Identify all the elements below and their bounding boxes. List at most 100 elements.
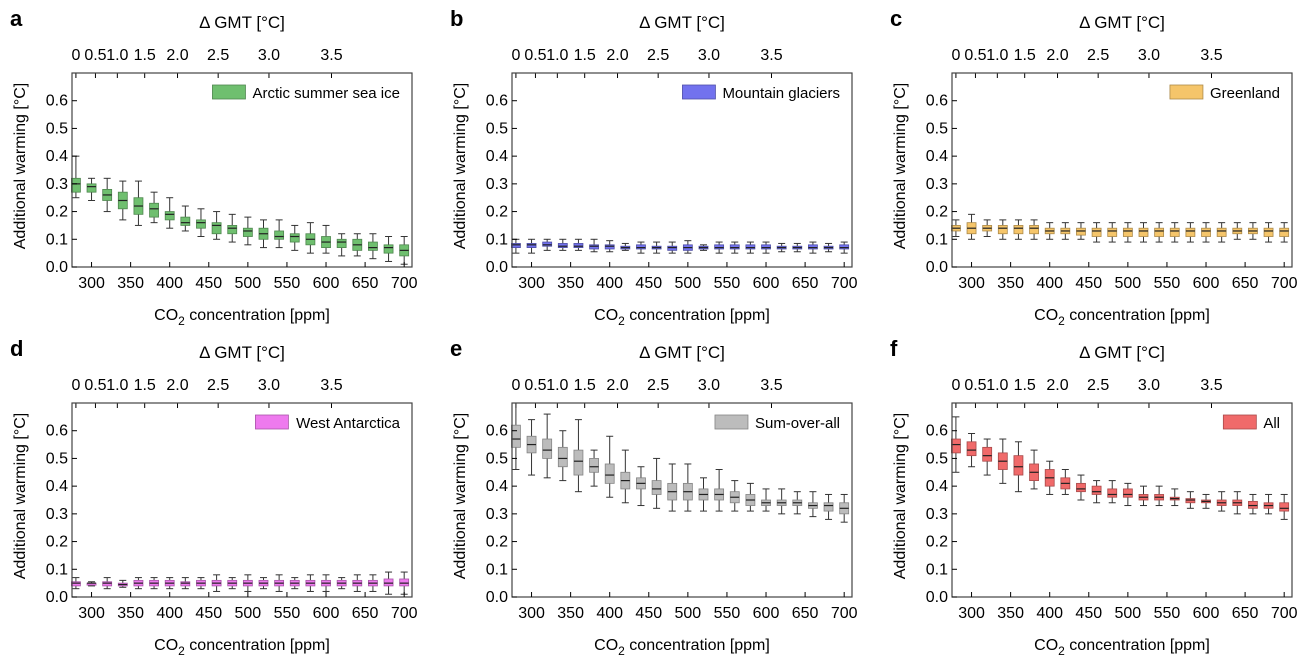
box-iqr <box>604 244 615 250</box>
plot-frame <box>951 72 1293 268</box>
x-axis-label: CO2 concentration [ppm] <box>1034 637 1210 658</box>
box-iqr <box>71 581 81 587</box>
box-300 <box>86 177 97 201</box>
x-tick-label: 500 <box>675 605 702 622</box>
box-iqr <box>573 243 584 248</box>
box-460 <box>651 241 662 254</box>
top-axis-title: Δ GMT [°C] <box>199 13 285 32</box>
box-iqr <box>1216 227 1227 237</box>
box-500 <box>1122 222 1133 243</box>
x-tick-label: 300 <box>958 275 985 292</box>
x-tick-label: 300 <box>518 275 545 292</box>
box-iqr <box>211 222 222 235</box>
box-600 <box>321 224 331 254</box>
x-tick-label: 500 <box>675 275 702 292</box>
y-tick-label: 0.6 <box>46 93 68 110</box>
box-540 <box>1154 222 1165 243</box>
box-560 <box>289 577 300 590</box>
box-iqr <box>102 581 113 587</box>
x-tick-label: 400 <box>156 605 183 622</box>
box-600 <box>1201 222 1211 243</box>
x-tick-label: 600 <box>313 605 340 622</box>
box-300 <box>86 581 97 587</box>
box-620 <box>336 577 347 590</box>
box-660 <box>368 574 378 592</box>
box-300 <box>966 432 977 468</box>
box-iqr <box>651 480 662 495</box>
top-tick-label: 2.0 <box>606 377 628 394</box>
box-iqr <box>383 244 394 254</box>
box-380 <box>1029 219 1039 240</box>
box-620 <box>336 233 347 257</box>
box-iqr <box>242 227 253 237</box>
box-iqr <box>227 225 238 235</box>
x-tick-label: 400 <box>596 605 623 622</box>
x-tick-label: 600 <box>313 275 340 292</box>
top-tick-label: 3.5 <box>1200 47 1222 64</box>
box-420 <box>1060 222 1071 240</box>
box-iqr <box>196 219 206 229</box>
x-tick-label: 550 <box>1154 275 1181 292</box>
y-axis-label: Additional warming [°C] <box>892 413 909 579</box>
box-560 <box>1169 488 1180 507</box>
legend: West Antarctica <box>255 414 401 432</box>
box-iqr <box>1279 502 1290 512</box>
top-tick-label: 2.5 <box>1087 377 1109 394</box>
top-tick-label: 1.5 <box>1014 47 1036 64</box>
box-iqr <box>1091 485 1102 495</box>
x-tick-label: 550 <box>274 605 301 622</box>
box-440 <box>196 577 206 590</box>
box-520 <box>1138 222 1149 243</box>
y-tick-label: 0.6 <box>486 423 508 440</box>
x-tick-label: 450 <box>195 605 222 622</box>
box-420 <box>180 205 191 232</box>
legend-swatch <box>1222 414 1257 430</box>
y-tick-label: 0.2 <box>46 204 68 221</box>
legend-swatch <box>714 414 749 430</box>
box-400 <box>164 577 175 590</box>
top-tick-label: 2.5 <box>207 377 229 394</box>
box-640 <box>352 233 363 257</box>
box-280 <box>511 402 521 471</box>
x-tick-label: 350 <box>117 605 144 622</box>
box-iqr <box>542 241 553 247</box>
box-640 <box>1232 491 1243 515</box>
box-600 <box>761 241 771 254</box>
box-580 <box>305 222 316 254</box>
box-660 <box>1248 493 1258 515</box>
top-tick-label: 0.5 <box>84 377 106 394</box>
legend-swatch <box>212 84 246 100</box>
y-tick-label: 0.2 <box>486 534 508 551</box>
top-tick-label: 1.5 <box>1014 377 1036 394</box>
x-tick-label: 650 <box>1232 275 1259 292</box>
x-tick-label: 700 <box>831 605 858 622</box>
box-320 <box>542 238 553 251</box>
box-iqr <box>399 578 410 587</box>
top-tick-label: 0.5 <box>84 47 106 64</box>
box-280 <box>951 416 961 473</box>
x-tick-label: 550 <box>274 275 301 292</box>
box-iqr <box>1107 488 1118 498</box>
x-tick-label: 450 <box>195 275 222 292</box>
box-620 <box>1216 222 1227 243</box>
panel-label: c <box>890 6 902 31</box>
top-tick-label: 2.0 <box>606 47 628 64</box>
box-iqr <box>1107 227 1118 237</box>
box-320 <box>102 177 113 213</box>
x-tick-label: 350 <box>557 275 584 292</box>
box-660 <box>368 233 378 260</box>
box-280 <box>951 219 961 238</box>
legend: Greenland <box>1169 84 1280 102</box>
box-iqr <box>511 424 521 448</box>
box-360 <box>1013 219 1024 240</box>
box-380 <box>589 449 599 487</box>
top-tick-label: 0 <box>511 377 520 394</box>
panel-label: a <box>10 6 23 31</box>
box-680 <box>383 571 394 595</box>
box-700 <box>1279 222 1290 243</box>
box-iqr <box>761 244 771 250</box>
top-axis-title: Δ GMT [°C] <box>639 343 725 362</box>
box-iqr <box>1154 227 1165 237</box>
